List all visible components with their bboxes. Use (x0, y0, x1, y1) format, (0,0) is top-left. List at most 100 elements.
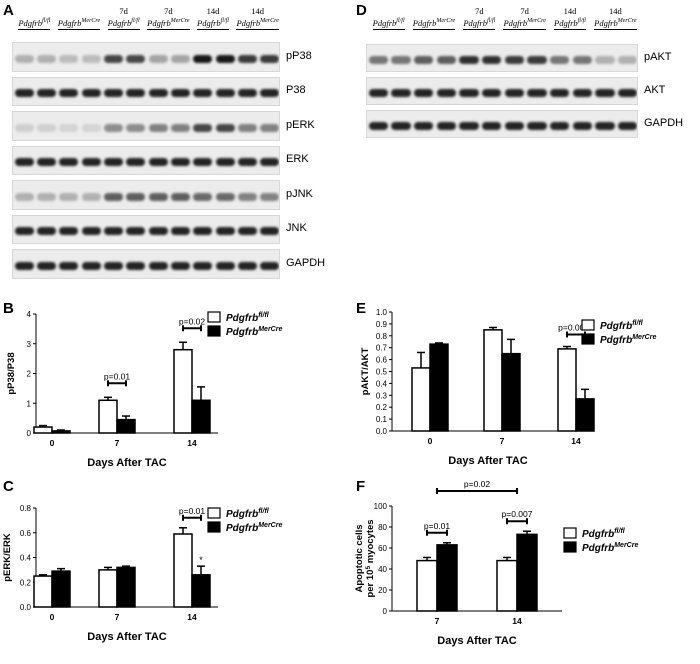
blot-lane-group-header: Pdgfrbfl/fl (8, 6, 60, 30)
blot-band (595, 88, 615, 97)
y-tick-label: 0.7 (376, 344, 388, 353)
blot-band (260, 261, 279, 270)
legend-label-base: Pdgfrb (226, 327, 258, 338)
y-tick-label: 0.4 (376, 379, 388, 388)
bar (483, 329, 503, 432)
blot-band (59, 158, 79, 167)
bar (516, 533, 538, 612)
blot-band (482, 121, 502, 130)
blot-band (81, 123, 101, 132)
blot-band (126, 192, 146, 201)
bar (33, 426, 53, 434)
blot-band (368, 121, 388, 130)
blot-band (81, 227, 101, 236)
blot-band (37, 123, 56, 132)
blot-band (193, 192, 213, 201)
lane-group-genotype-sup: MerCre (436, 18, 456, 24)
y-tick-label: 60 (378, 544, 387, 553)
blot-band (104, 227, 123, 236)
legend-label-base: Pdgfrb (226, 509, 258, 520)
x-tick-label: 0 (50, 612, 55, 622)
panel-letter-d: D (356, 2, 367, 19)
x-tick-label: 14 (571, 436, 581, 446)
lane-group-time: 7d (475, 6, 484, 16)
blot-lane-group-header: PdgfrbMerCre (408, 6, 460, 30)
blot-band (504, 121, 524, 130)
y-tick-label: 0.4 (20, 554, 32, 563)
legend-label-base: Pdgfrb (582, 529, 614, 540)
x-tick-label: 7 (115, 438, 120, 448)
lane-group-genotype: Pdgfrb (236, 17, 261, 28)
blot-band (215, 123, 235, 132)
legend-swatch (581, 333, 595, 345)
blot-band (260, 192, 279, 201)
blot-band (550, 121, 570, 130)
legend-swatch (563, 541, 577, 553)
blot-band (104, 89, 123, 98)
lane-group-genotype: Pdgfrb (372, 17, 397, 28)
blot-band (193, 123, 213, 132)
blot-band (215, 158, 235, 167)
blot-band (148, 89, 168, 98)
blot-strip-pakt (366, 44, 638, 72)
lane-group-genotype: Pdgfrb (107, 17, 132, 28)
legend-label-sup: MerCre (632, 334, 656, 341)
bar (496, 559, 518, 612)
lane-group-time: 7d (520, 6, 529, 16)
bar (116, 566, 136, 608)
legend-label-base: Pdgfrb (226, 523, 258, 534)
legend-label-sup: MerCre (258, 326, 282, 333)
bar (429, 343, 449, 432)
blot-band (459, 55, 479, 64)
x-axis-label: Days After TAC (87, 631, 167, 643)
blot-band (504, 55, 524, 64)
blot-band (37, 192, 56, 201)
blot-band (260, 158, 279, 167)
y-axis-label-line2-base: per 10 (365, 570, 376, 598)
lane-group-genotype: Pdgfrb (554, 17, 578, 28)
blot-band (436, 121, 456, 130)
legend-swatch (207, 521, 221, 533)
blot-band (126, 158, 146, 167)
legend-label: Pdgfrbfl/fl (226, 312, 270, 324)
blot-band (391, 55, 411, 64)
blot-band (238, 89, 257, 98)
bar (436, 544, 458, 612)
y-tick-label: 0.5 (376, 368, 388, 377)
blot-band (81, 54, 101, 63)
y-tick-label: 4 (27, 310, 32, 319)
bar (416, 559, 438, 612)
blot-strip-gapdh (366, 110, 638, 138)
chart-f-apoptotic-cells: 0 20 40 60 80 100 Apoptotic cells per 105 myocy… (354, 479, 638, 647)
blot-band (414, 88, 434, 97)
blot-band (193, 227, 213, 236)
blot-band (59, 123, 79, 132)
bar (191, 399, 211, 434)
lane-group-genotype: Pdgfrb (18, 17, 42, 28)
lane-group-genotype-sup: fl/fl (41, 18, 51, 24)
x-tick-label: 14 (512, 616, 522, 626)
y-tick-label: 2 (27, 370, 32, 379)
blot-band (126, 227, 146, 236)
chart-b-pp38-p38: 0 1 2 3 4 pP38/P38 0 7 14 Days After TAC p=0.01 p=0… (6, 310, 282, 469)
lane-group-genotype: Pdgfrb (147, 17, 171, 28)
lane-group-time: 14d (251, 6, 265, 16)
western-blot-d: Pdgfrbfl/fl PdgfrbMerCre 7d Pdgfrbfl/fl 7d Pd… (352, 0, 700, 150)
blot-band (391, 121, 411, 130)
y-tick-label: 0.2 (20, 578, 32, 587)
blot-band (59, 227, 79, 236)
legend-label-sup: MerCre (258, 522, 282, 529)
blot-band (193, 158, 213, 167)
blot-band (572, 55, 592, 64)
blot-lane-group-header: 7d PdgfrbMerCre (499, 6, 551, 30)
blot-band (414, 55, 434, 64)
blot-band (618, 121, 637, 130)
blot-lane-group-header: 14d Pdgfrbfl/fl (544, 6, 596, 30)
lane-group-genotype-sup: MerCre (527, 18, 546, 24)
blot-band (81, 261, 101, 270)
y-axis-label-line2: per 105 myocytes (365, 519, 376, 597)
blot-band (436, 88, 456, 97)
bar (501, 352, 521, 432)
blot-strip-perk (12, 111, 280, 141)
bar (98, 569, 118, 608)
